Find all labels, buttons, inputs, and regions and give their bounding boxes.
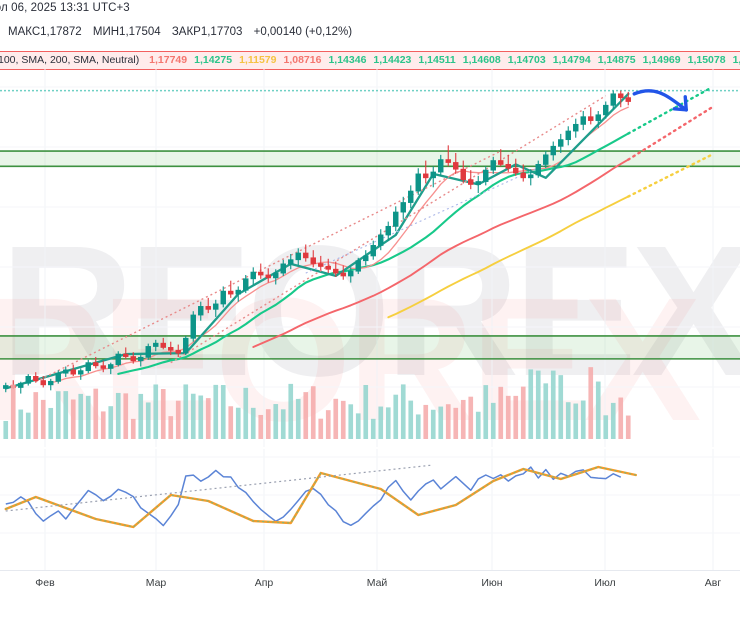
price-pane[interactable]: REOREX REOREX [0,69,740,447]
chart-datetime: июл 06, 2025 13:31 UTC+3 [0,2,130,14]
ohlc-summary: МАКС1,17872 МИН1,17504 ЗАКР1,17703 +0,00… [0,26,740,42]
x-axis-label-Фев: Фев [35,577,55,589]
indicator-values-strip: 100, SMA, 200, SMA, Neutral) 1,17749 1,14… [0,51,740,70]
oscillator-pane[interactable] [0,449,740,570]
indicator-value-4: 1,14346 [328,54,367,66]
ohlc-high: МАКС1,17872 [8,26,82,38]
indicator-value-11: 1,14969 [642,54,681,66]
indicator-value-9: 1,14794 [552,54,591,66]
price-chart-svg [0,69,740,447]
ohlc-change: +0,00140 (+0,12%) [253,26,353,38]
x-axis-label-Июл: Июл [594,577,616,589]
indicator-value-1: 1,14275 [194,54,233,66]
indicator-value-7: 1,14608 [462,54,501,66]
indicator-value-5: 1,14423 [373,54,412,66]
ohlc-low: МИН1,17504 [92,26,161,38]
indicator-value-12: 1,15078 [687,54,726,66]
ohlc-close: ЗАКР1,17703 [171,26,243,38]
indicator-value-13: 1,15183 [732,54,740,66]
indicator-value-2: 1,11579 [239,54,277,66]
indicator-value-10: 1,14875 [597,54,636,66]
indicator-value-3: 1,08716 [283,54,322,66]
x-axis-label-Авг: Авг [704,577,722,589]
indicator-value-6: 1,14511 [418,54,456,66]
x-axis-label-Май: Май [366,577,388,589]
indicator-label: 100, SMA, 200, SMA, Neutral) [0,54,140,66]
forecast-arrow-icon [632,89,688,112]
indicator-value-0: 1,17749 [149,54,188,66]
x-axis-label-Июн: Июн [481,577,503,589]
indicator-value-8: 1,14703 [507,54,546,66]
x-axis-label-Мар: Мар [145,577,167,589]
x-axis: Фев Мар Апр Май Июн Июл Авг [0,570,740,620]
x-axis-label-Апр: Апр [254,577,274,589]
oscillator-svg [0,449,740,570]
